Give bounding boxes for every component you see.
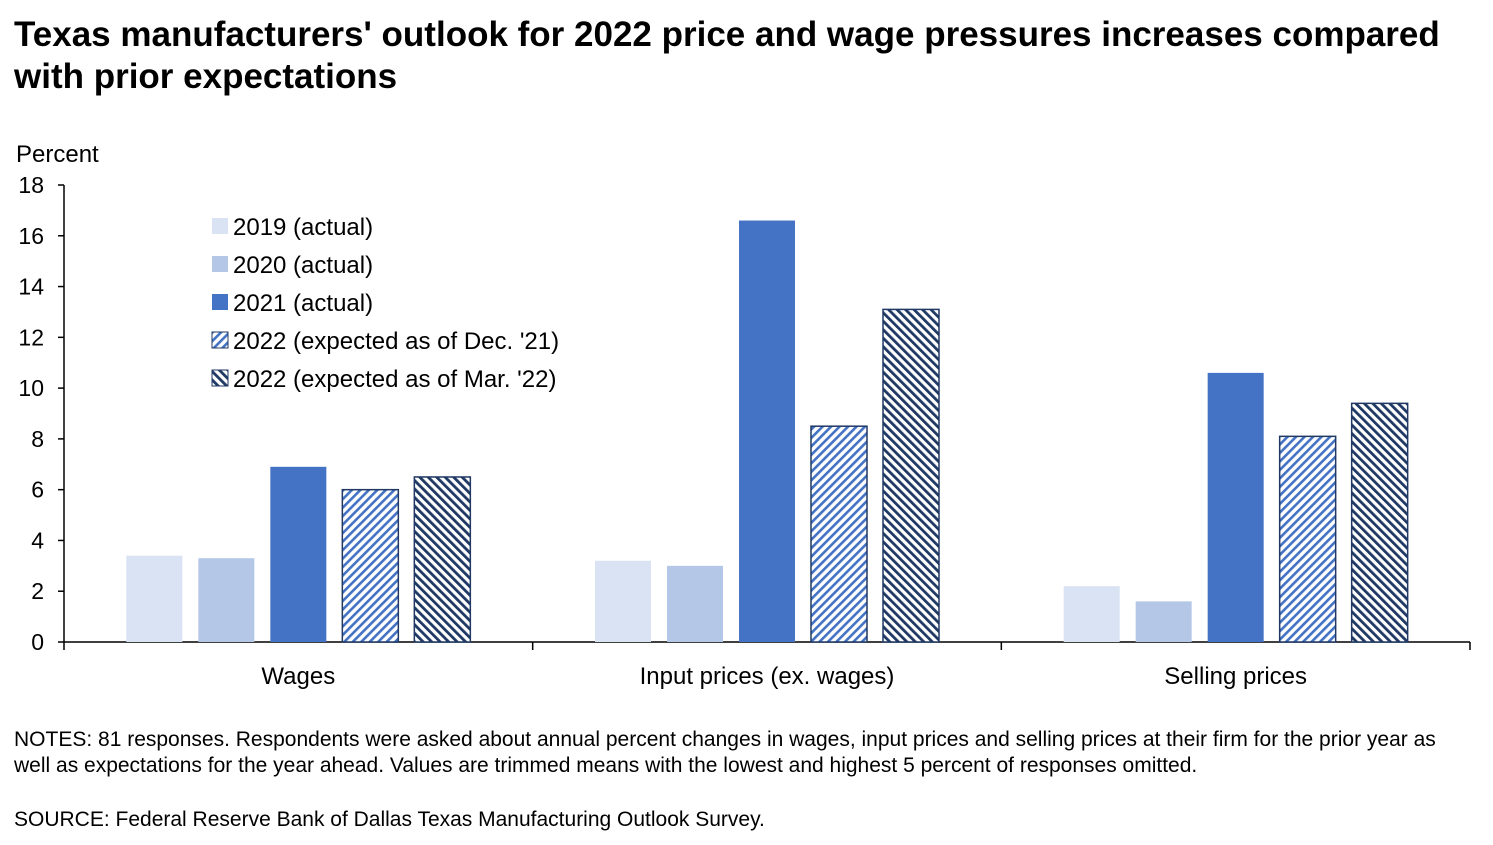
y-tick-label: 8 bbox=[31, 426, 44, 452]
legend-swatch bbox=[211, 331, 229, 349]
legend-label: 2020 (actual) bbox=[233, 252, 373, 279]
bar bbox=[126, 555, 183, 642]
source: SOURCE: Federal Reserve Bank of Dallas T… bbox=[14, 808, 765, 831]
legend-label: 2022 (expected as of Dec. '21) bbox=[233, 328, 559, 355]
bar bbox=[341, 488, 400, 643]
bar bbox=[810, 425, 868, 643]
bar bbox=[739, 220, 795, 643]
bar bbox=[413, 476, 472, 643]
y-tick-label: 4 bbox=[31, 527, 44, 553]
x-tick-label: Input prices (ex. wages) bbox=[640, 663, 895, 690]
y-tick-label: 14 bbox=[18, 274, 44, 300]
legend-label: 2021 (actual) bbox=[233, 290, 373, 317]
y-tick-label: 16 bbox=[18, 223, 44, 249]
bar bbox=[1135, 601, 1192, 642]
y-tick-label: 10 bbox=[18, 375, 44, 401]
bars bbox=[126, 220, 1409, 643]
y-tick-label: 12 bbox=[18, 324, 44, 350]
bar bbox=[1350, 402, 1409, 643]
x-tick-label: Wages bbox=[261, 663, 335, 690]
y-axis-label: Percent bbox=[16, 141, 99, 168]
y-tick-label: 2 bbox=[31, 578, 44, 604]
legend-swatch bbox=[212, 294, 228, 310]
legend-swatch bbox=[212, 256, 228, 272]
x-tick-label: Selling prices bbox=[1164, 663, 1307, 690]
legend-swatch bbox=[212, 218, 228, 234]
bar bbox=[1063, 586, 1120, 642]
legend-label: 2019 (actual) bbox=[233, 214, 373, 241]
y-tick-label: 6 bbox=[31, 477, 44, 503]
y-tick-label: 18 bbox=[18, 172, 44, 198]
bar bbox=[595, 560, 651, 642]
bar bbox=[1207, 372, 1264, 642]
legend: 2019 (actual) 2020 (actual) 2021 (actual) 2… bbox=[211, 214, 559, 393]
bar bbox=[882, 308, 940, 643]
bar bbox=[198, 558, 255, 642]
bar bbox=[667, 565, 723, 642]
y-tick-label: 0 bbox=[31, 629, 44, 655]
notes: NOTES: 81 responses. Respondents were as… bbox=[14, 728, 1436, 777]
legend-label: 2022 (expected as of Mar. '22) bbox=[233, 366, 556, 393]
chart-title: Texas manufacturers' outlook for 2022 pr… bbox=[14, 15, 1440, 96]
legend-swatch bbox=[211, 369, 229, 387]
bar bbox=[1278, 435, 1337, 643]
bar bbox=[270, 466, 327, 642]
